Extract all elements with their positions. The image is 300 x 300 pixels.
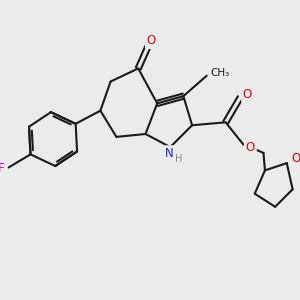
Text: CH₃: CH₃ xyxy=(210,68,230,78)
Text: O: O xyxy=(147,34,156,47)
Text: O: O xyxy=(246,141,255,154)
Text: O: O xyxy=(243,88,252,101)
Text: F: F xyxy=(0,162,5,176)
Text: N: N xyxy=(164,147,173,160)
Text: O: O xyxy=(291,152,300,165)
Text: H: H xyxy=(175,154,182,164)
